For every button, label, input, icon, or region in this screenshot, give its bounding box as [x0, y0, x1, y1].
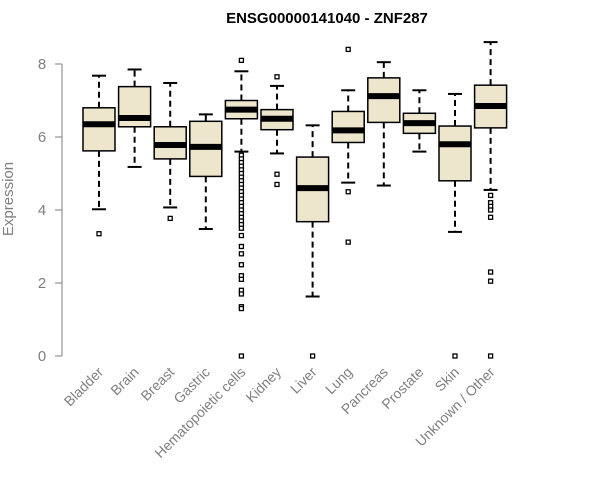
box-iqr	[331, 110, 365, 144]
box-9	[402, 89, 437, 153]
outlier-point	[167, 215, 173, 222]
outlier-point	[238, 353, 245, 359]
box-8	[367, 61, 401, 187]
outlier-point	[238, 243, 245, 250]
outlier-point	[238, 251, 245, 257]
box-0	[82, 74, 116, 237]
y-axis-label: Expression	[0, 162, 17, 236]
x-tick-label: Bladder	[61, 364, 107, 410]
outlier-point	[238, 305, 245, 312]
y-axis: 0 2 4 6 8	[38, 56, 63, 365]
outlier-point	[238, 276, 245, 283]
box-7	[331, 46, 365, 245]
box-iqr	[367, 77, 401, 124]
outlier-point	[238, 225, 245, 231]
x-tick-label: Brain	[107, 364, 141, 398]
box-10	[438, 92, 472, 359]
outlier-point	[345, 239, 351, 245]
outlier-point	[487, 207, 494, 213]
y-tick-label: 0	[38, 348, 46, 365]
outlier-point	[345, 189, 351, 195]
box-3	[189, 113, 223, 230]
y-tick-label: 2	[38, 275, 46, 292]
outlier-point	[487, 269, 494, 275]
x-tick-label: Liver	[287, 364, 320, 397]
y-tick-label: 8	[38, 56, 46, 73]
outlier-point	[274, 181, 280, 188]
box-5	[260, 74, 294, 188]
box-iqr	[438, 125, 472, 182]
outlier-point	[309, 353, 316, 359]
box-4	[224, 57, 259, 359]
chart-title: ENSG00000141040 - ZNF287	[226, 10, 428, 27]
x-tick-label: Skin	[432, 364, 463, 395]
box-2	[153, 81, 187, 222]
x-tick-label: Kidney	[243, 364, 285, 406]
outlier-point	[274, 74, 280, 80]
outlier-point	[487, 353, 494, 359]
box-6	[295, 124, 330, 359]
outlier-point	[238, 291, 245, 297]
box-11	[473, 41, 508, 359]
outlier-point	[274, 171, 280, 177]
outlier-point	[238, 262, 245, 268]
outlier-point	[238, 57, 245, 63]
x-tick-label: Breast	[137, 364, 177, 404]
y-tick-label: 4	[38, 202, 46, 219]
y-tick-label: 6	[38, 129, 46, 146]
box-1	[117, 68, 152, 168]
outlier-point	[452, 353, 458, 359]
outlier-point	[487, 278, 494, 284]
outlier-point	[96, 231, 102, 237]
outlier-point	[487, 192, 494, 199]
outlier-point	[345, 46, 351, 53]
box-series	[82, 41, 508, 359]
box-iqr	[82, 107, 116, 152]
outlier-point	[487, 214, 494, 220]
outlier-point	[238, 232, 245, 239]
